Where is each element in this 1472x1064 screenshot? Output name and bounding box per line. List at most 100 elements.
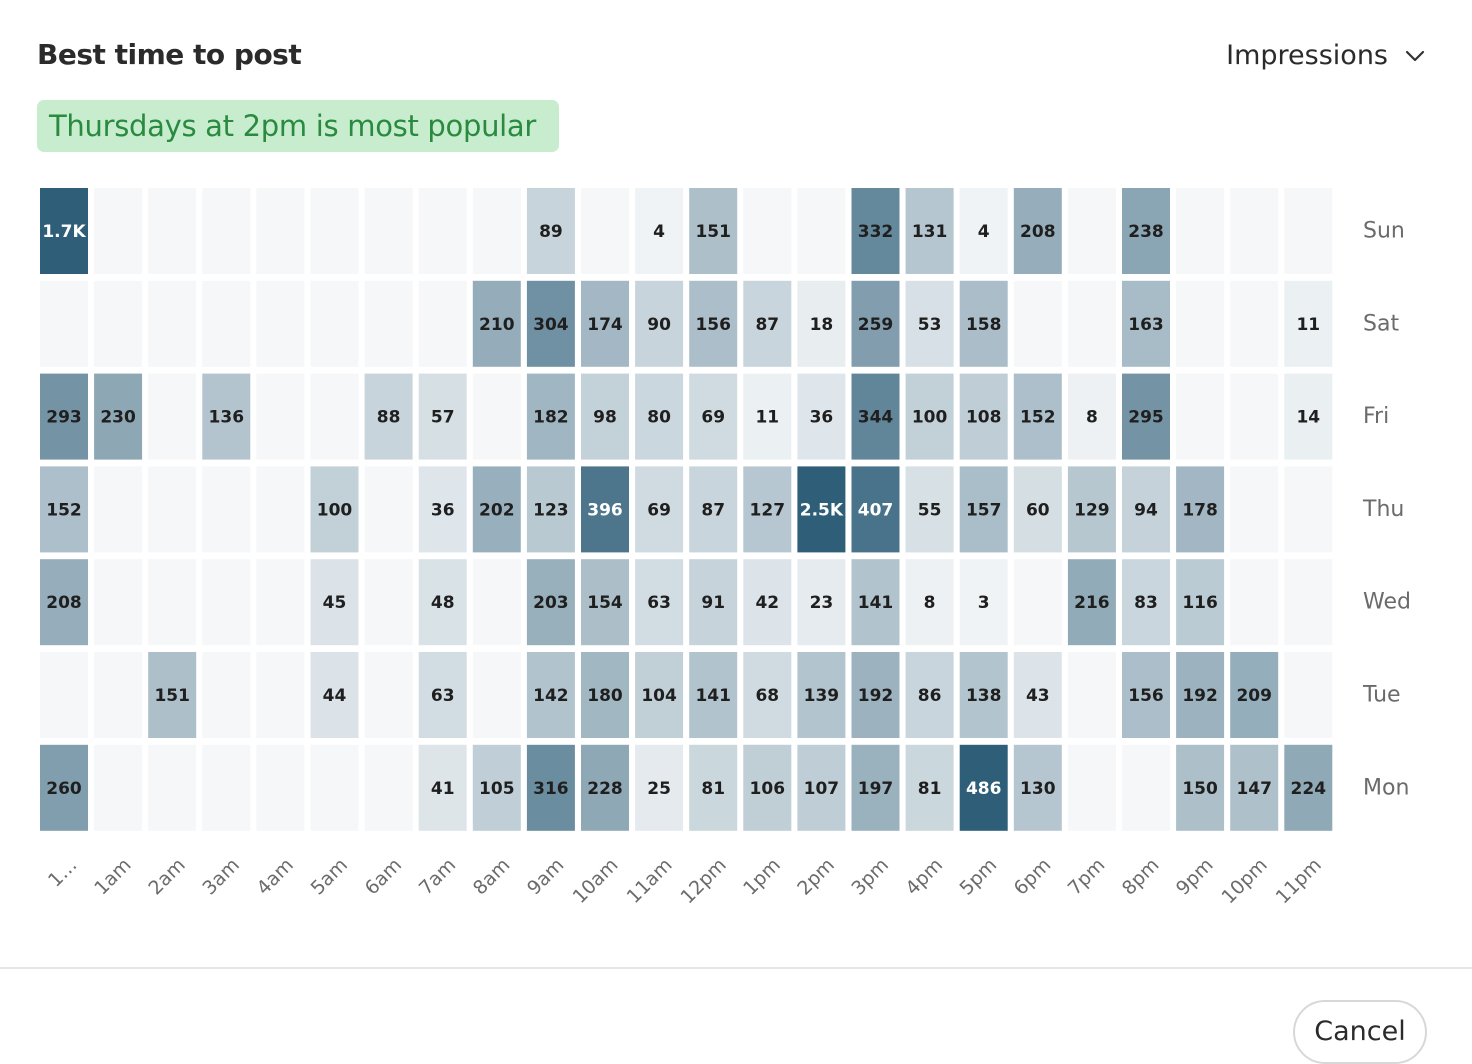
heatmap-cell[interactable] <box>1013 652 1062 738</box>
heatmap-cell[interactable] <box>1284 744 1333 831</box>
heatmap-cell[interactable] <box>1176 280 1225 367</box>
heatmap-cell[interactable] <box>635 466 684 553</box>
heatmap-cell[interactable] <box>1122 652 1170 738</box>
heatmap-cell[interactable] <box>1230 744 1279 831</box>
heatmap-cell[interactable] <box>743 373 792 460</box>
heatmap-cell[interactable] <box>635 559 684 646</box>
heatmap-cell[interactable] <box>418 280 467 367</box>
heatmap-cell[interactable] <box>310 373 359 460</box>
heatmap-cell[interactable] <box>364 744 413 831</box>
heatmap-cell[interactable] <box>1230 652 1279 738</box>
heatmap-cell[interactable] <box>1067 188 1116 274</box>
heatmap-cell[interactable] <box>1176 652 1225 738</box>
heatmap-cell[interactable] <box>256 373 305 460</box>
heatmap-cell[interactable] <box>1122 280 1170 367</box>
heatmap-cell[interactable] <box>1067 652 1116 738</box>
heatmap-cell[interactable] <box>1284 466 1333 553</box>
heatmap-cell[interactable] <box>364 373 413 460</box>
heatmap-cell[interactable] <box>1284 188 1333 274</box>
heatmap-cell[interactable] <box>1230 373 1279 460</box>
heatmap-cell[interactable] <box>635 652 684 738</box>
heatmap-cell[interactable] <box>797 280 846 367</box>
heatmap-cell[interactable] <box>743 744 792 831</box>
heatmap-cell[interactable] <box>851 466 900 553</box>
heatmap-cell[interactable] <box>40 373 88 460</box>
heatmap-cell[interactable] <box>1013 744 1062 831</box>
heatmap-cell[interactable] <box>1067 559 1116 646</box>
cancel-button[interactable]: Cancel <box>1293 1000 1427 1064</box>
heatmap-cell[interactable] <box>959 559 1008 646</box>
heatmap-cell[interactable] <box>310 188 359 274</box>
heatmap-cell[interactable] <box>94 559 143 646</box>
heatmap-cell[interactable] <box>364 466 413 553</box>
heatmap-cell[interactable] <box>94 652 143 738</box>
heatmap-cell[interactable] <box>1176 744 1225 831</box>
heatmap-cell[interactable] <box>148 744 197 831</box>
heatmap-cell[interactable] <box>40 559 88 646</box>
heatmap-cell[interactable] <box>418 466 467 553</box>
heatmap-cell[interactable] <box>1176 373 1225 460</box>
heatmap-cell[interactable] <box>1122 373 1170 460</box>
heatmap-cell[interactable] <box>256 466 305 553</box>
heatmap-cell[interactable] <box>1122 744 1170 831</box>
heatmap-cell[interactable] <box>743 559 792 646</box>
heatmap-cell[interactable] <box>1013 559 1062 646</box>
heatmap-cell[interactable] <box>1013 280 1062 367</box>
heatmap-cell[interactable] <box>364 559 413 646</box>
heatmap-cell[interactable] <box>797 188 846 274</box>
heatmap-cell[interactable] <box>148 652 197 738</box>
heatmap-cell[interactable] <box>851 744 900 831</box>
heatmap-cell[interactable] <box>905 280 954 367</box>
heatmap-cell[interactable] <box>202 188 251 274</box>
heatmap-cell[interactable] <box>364 652 413 738</box>
heatmap-cell[interactable] <box>635 280 684 367</box>
heatmap-cell[interactable] <box>94 280 143 367</box>
heatmap-cell[interactable] <box>472 744 521 831</box>
heatmap-cell[interactable] <box>1284 559 1333 646</box>
heatmap-cell[interactable] <box>1230 466 1279 553</box>
heatmap-cell[interactable] <box>526 373 575 460</box>
heatmap-cell[interactable] <box>1067 280 1116 367</box>
heatmap-cell[interactable] <box>689 652 738 738</box>
heatmap-cell[interactable] <box>1176 466 1225 553</box>
heatmap-cell[interactable] <box>743 188 792 274</box>
heatmap-cell[interactable] <box>1230 188 1279 274</box>
heatmap-cell[interactable] <box>581 559 629 646</box>
heatmap-cell[interactable] <box>1013 373 1062 460</box>
heatmap-cell[interactable] <box>851 652 900 738</box>
heatmap-cell[interactable] <box>256 559 305 646</box>
heatmap-cell[interactable] <box>1230 280 1279 367</box>
heatmap-cell[interactable] <box>689 559 738 646</box>
heatmap-cell[interactable] <box>364 188 413 274</box>
heatmap-cell[interactable] <box>94 466 143 553</box>
heatmap-cell[interactable] <box>526 652 575 738</box>
heatmap-cell[interactable] <box>148 559 197 646</box>
heatmap-cell[interactable] <box>1284 373 1333 460</box>
heatmap-cell[interactable] <box>689 466 738 553</box>
heatmap-cell[interactable] <box>1122 188 1170 274</box>
heatmap-cell[interactable] <box>148 280 197 367</box>
heatmap-cell[interactable] <box>959 373 1008 460</box>
heatmap-cell[interactable] <box>581 744 629 831</box>
heatmap-cell[interactable] <box>797 466 846 553</box>
heatmap-cell[interactable] <box>472 652 521 738</box>
heatmap-cell[interactable] <box>581 652 629 738</box>
heatmap-cell[interactable] <box>905 373 954 460</box>
heatmap-cell[interactable] <box>581 373 629 460</box>
heatmap-cell[interactable] <box>1230 559 1279 646</box>
heatmap-cell[interactable] <box>202 652 251 738</box>
heatmap-cell[interactable] <box>472 466 521 553</box>
heatmap-cell[interactable] <box>418 559 467 646</box>
heatmap-cell[interactable] <box>472 559 521 646</box>
heatmap-cell[interactable] <box>94 744 143 831</box>
heatmap-cell[interactable] <box>94 373 143 460</box>
heatmap-cell[interactable] <box>689 280 738 367</box>
heatmap-cell[interactable] <box>1284 280 1333 367</box>
heatmap-cell[interactable] <box>1122 466 1170 553</box>
heatmap-cell[interactable] <box>202 280 251 367</box>
heatmap-cell[interactable] <box>526 188 575 274</box>
heatmap-cell[interactable] <box>905 559 954 646</box>
heatmap-cell[interactable] <box>256 744 305 831</box>
heatmap-cell[interactable] <box>1067 373 1116 460</box>
heatmap-cell[interactable] <box>310 280 359 367</box>
